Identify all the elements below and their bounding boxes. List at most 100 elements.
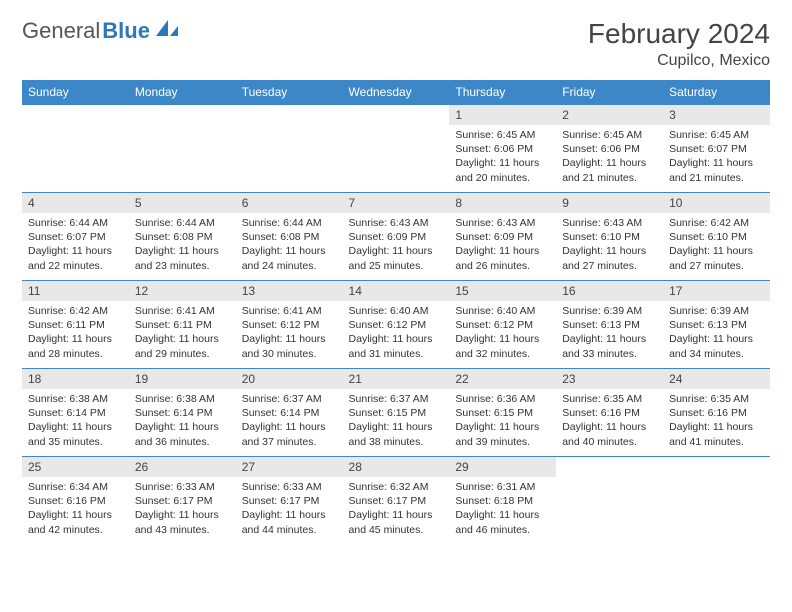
day-number: 23 bbox=[556, 369, 663, 389]
calendar-row: 11Sunrise: 6:42 AMSunset: 6:11 PMDayligh… bbox=[22, 281, 770, 369]
day-body: Sunrise: 6:39 AMSunset: 6:13 PMDaylight:… bbox=[556, 301, 663, 367]
calendar-cell bbox=[22, 105, 129, 193]
day-body: Sunrise: 6:43 AMSunset: 6:10 PMDaylight:… bbox=[556, 213, 663, 279]
calendar-cell: 2Sunrise: 6:45 AMSunset: 6:06 PMDaylight… bbox=[556, 105, 663, 193]
weekday-header: Wednesday bbox=[343, 80, 450, 105]
day-number: 22 bbox=[449, 369, 556, 389]
calendar-cell: 14Sunrise: 6:40 AMSunset: 6:12 PMDayligh… bbox=[343, 281, 450, 369]
day-number: 17 bbox=[663, 281, 770, 301]
day-body: Sunrise: 6:37 AMSunset: 6:15 PMDaylight:… bbox=[343, 389, 450, 455]
day-body: Sunrise: 6:44 AMSunset: 6:08 PMDaylight:… bbox=[236, 213, 343, 279]
day-number: 27 bbox=[236, 457, 343, 477]
day-body: Sunrise: 6:40 AMSunset: 6:12 PMDaylight:… bbox=[343, 301, 450, 367]
calendar-cell: 3Sunrise: 6:45 AMSunset: 6:07 PMDaylight… bbox=[663, 105, 770, 193]
calendar-cell: 21Sunrise: 6:37 AMSunset: 6:15 PMDayligh… bbox=[343, 369, 450, 457]
weekday-header: Saturday bbox=[663, 80, 770, 105]
calendar-cell bbox=[129, 105, 236, 193]
calendar-cell: 20Sunrise: 6:37 AMSunset: 6:14 PMDayligh… bbox=[236, 369, 343, 457]
day-number: 26 bbox=[129, 457, 236, 477]
day-number: 18 bbox=[22, 369, 129, 389]
calendar-cell: 8Sunrise: 6:43 AMSunset: 6:09 PMDaylight… bbox=[449, 193, 556, 281]
calendar-cell: 22Sunrise: 6:36 AMSunset: 6:15 PMDayligh… bbox=[449, 369, 556, 457]
day-body: Sunrise: 6:35 AMSunset: 6:16 PMDaylight:… bbox=[556, 389, 663, 455]
calendar-cell: 6Sunrise: 6:44 AMSunset: 6:08 PMDaylight… bbox=[236, 193, 343, 281]
day-number: 8 bbox=[449, 193, 556, 213]
day-number: 20 bbox=[236, 369, 343, 389]
day-number: 2 bbox=[556, 105, 663, 125]
calendar-cell: 11Sunrise: 6:42 AMSunset: 6:11 PMDayligh… bbox=[22, 281, 129, 369]
day-number: 19 bbox=[129, 369, 236, 389]
day-body: Sunrise: 6:32 AMSunset: 6:17 PMDaylight:… bbox=[343, 477, 450, 543]
calendar-cell: 12Sunrise: 6:41 AMSunset: 6:11 PMDayligh… bbox=[129, 281, 236, 369]
weekday-header: Friday bbox=[556, 80, 663, 105]
calendar-cell: 18Sunrise: 6:38 AMSunset: 6:14 PMDayligh… bbox=[22, 369, 129, 457]
calendar-row: 4Sunrise: 6:44 AMSunset: 6:07 PMDaylight… bbox=[22, 193, 770, 281]
day-number: 13 bbox=[236, 281, 343, 301]
day-body: Sunrise: 6:45 AMSunset: 6:06 PMDaylight:… bbox=[556, 125, 663, 191]
sail-icon bbox=[154, 18, 180, 44]
day-number: 5 bbox=[129, 193, 236, 213]
calendar-cell: 15Sunrise: 6:40 AMSunset: 6:12 PMDayligh… bbox=[449, 281, 556, 369]
calendar-cell: 27Sunrise: 6:33 AMSunset: 6:17 PMDayligh… bbox=[236, 457, 343, 545]
weekday-header: Tuesday bbox=[236, 80, 343, 105]
weekday-header: Monday bbox=[129, 80, 236, 105]
calendar-cell: 24Sunrise: 6:35 AMSunset: 6:16 PMDayligh… bbox=[663, 369, 770, 457]
day-body: Sunrise: 6:42 AMSunset: 6:10 PMDaylight:… bbox=[663, 213, 770, 279]
day-body: Sunrise: 6:42 AMSunset: 6:11 PMDaylight:… bbox=[22, 301, 129, 367]
day-body: Sunrise: 6:39 AMSunset: 6:13 PMDaylight:… bbox=[663, 301, 770, 367]
calendar-cell bbox=[663, 457, 770, 545]
day-body: Sunrise: 6:35 AMSunset: 6:16 PMDaylight:… bbox=[663, 389, 770, 455]
day-number: 28 bbox=[343, 457, 450, 477]
day-body: Sunrise: 6:41 AMSunset: 6:11 PMDaylight:… bbox=[129, 301, 236, 367]
day-number: 4 bbox=[22, 193, 129, 213]
day-body: Sunrise: 6:43 AMSunset: 6:09 PMDaylight:… bbox=[343, 213, 450, 279]
day-number: 9 bbox=[556, 193, 663, 213]
calendar-cell: 29Sunrise: 6:31 AMSunset: 6:18 PMDayligh… bbox=[449, 457, 556, 545]
calendar-cell: 4Sunrise: 6:44 AMSunset: 6:07 PMDaylight… bbox=[22, 193, 129, 281]
calendar-cell: 17Sunrise: 6:39 AMSunset: 6:13 PMDayligh… bbox=[663, 281, 770, 369]
calendar-cell bbox=[343, 105, 450, 193]
calendar-cell bbox=[236, 105, 343, 193]
calendar-cell: 1Sunrise: 6:45 AMSunset: 6:06 PMDaylight… bbox=[449, 105, 556, 193]
calendar-cell: 19Sunrise: 6:38 AMSunset: 6:14 PMDayligh… bbox=[129, 369, 236, 457]
calendar-row: 25Sunrise: 6:34 AMSunset: 6:16 PMDayligh… bbox=[22, 457, 770, 545]
day-body: Sunrise: 6:38 AMSunset: 6:14 PMDaylight:… bbox=[129, 389, 236, 455]
day-number: 16 bbox=[556, 281, 663, 301]
day-number: 6 bbox=[236, 193, 343, 213]
day-body: Sunrise: 6:36 AMSunset: 6:15 PMDaylight:… bbox=[449, 389, 556, 455]
day-body: Sunrise: 6:33 AMSunset: 6:17 PMDaylight:… bbox=[129, 477, 236, 543]
calendar-cell: 7Sunrise: 6:43 AMSunset: 6:09 PMDaylight… bbox=[343, 193, 450, 281]
day-body: Sunrise: 6:43 AMSunset: 6:09 PMDaylight:… bbox=[449, 213, 556, 279]
title-block: February 2024 Cupilco, Mexico bbox=[588, 18, 770, 70]
day-body: Sunrise: 6:37 AMSunset: 6:14 PMDaylight:… bbox=[236, 389, 343, 455]
calendar-cell: 5Sunrise: 6:44 AMSunset: 6:08 PMDaylight… bbox=[129, 193, 236, 281]
calendar-cell: 23Sunrise: 6:35 AMSunset: 6:16 PMDayligh… bbox=[556, 369, 663, 457]
calendar-cell: 10Sunrise: 6:42 AMSunset: 6:10 PMDayligh… bbox=[663, 193, 770, 281]
calendar-cell: 26Sunrise: 6:33 AMSunset: 6:17 PMDayligh… bbox=[129, 457, 236, 545]
calendar-cell: 25Sunrise: 6:34 AMSunset: 6:16 PMDayligh… bbox=[22, 457, 129, 545]
calendar-cell: 9Sunrise: 6:43 AMSunset: 6:10 PMDaylight… bbox=[556, 193, 663, 281]
weekday-header: Thursday bbox=[449, 80, 556, 105]
day-number: 15 bbox=[449, 281, 556, 301]
day-number: 1 bbox=[449, 105, 556, 125]
day-body: Sunrise: 6:45 AMSunset: 6:07 PMDaylight:… bbox=[663, 125, 770, 191]
calendar-head: SundayMondayTuesdayWednesdayThursdayFrid… bbox=[22, 80, 770, 105]
day-body: Sunrise: 6:41 AMSunset: 6:12 PMDaylight:… bbox=[236, 301, 343, 367]
location: Cupilco, Mexico bbox=[588, 52, 770, 70]
day-body: Sunrise: 6:45 AMSunset: 6:06 PMDaylight:… bbox=[449, 125, 556, 191]
month-title: February 2024 bbox=[588, 18, 770, 50]
day-body: Sunrise: 6:44 AMSunset: 6:08 PMDaylight:… bbox=[129, 213, 236, 279]
calendar-table: SundayMondayTuesdayWednesdayThursdayFrid… bbox=[22, 80, 770, 545]
day-body: Sunrise: 6:38 AMSunset: 6:14 PMDaylight:… bbox=[22, 389, 129, 455]
day-number: 10 bbox=[663, 193, 770, 213]
day-number: 21 bbox=[343, 369, 450, 389]
day-number: 3 bbox=[663, 105, 770, 125]
weekday-header: Sunday bbox=[22, 80, 129, 105]
day-number: 12 bbox=[129, 281, 236, 301]
day-number: 24 bbox=[663, 369, 770, 389]
brand-part2: Blue bbox=[102, 18, 150, 44]
day-number: 14 bbox=[343, 281, 450, 301]
day-body: Sunrise: 6:31 AMSunset: 6:18 PMDaylight:… bbox=[449, 477, 556, 543]
day-number: 7 bbox=[343, 193, 450, 213]
brand-part1: General bbox=[22, 18, 100, 44]
